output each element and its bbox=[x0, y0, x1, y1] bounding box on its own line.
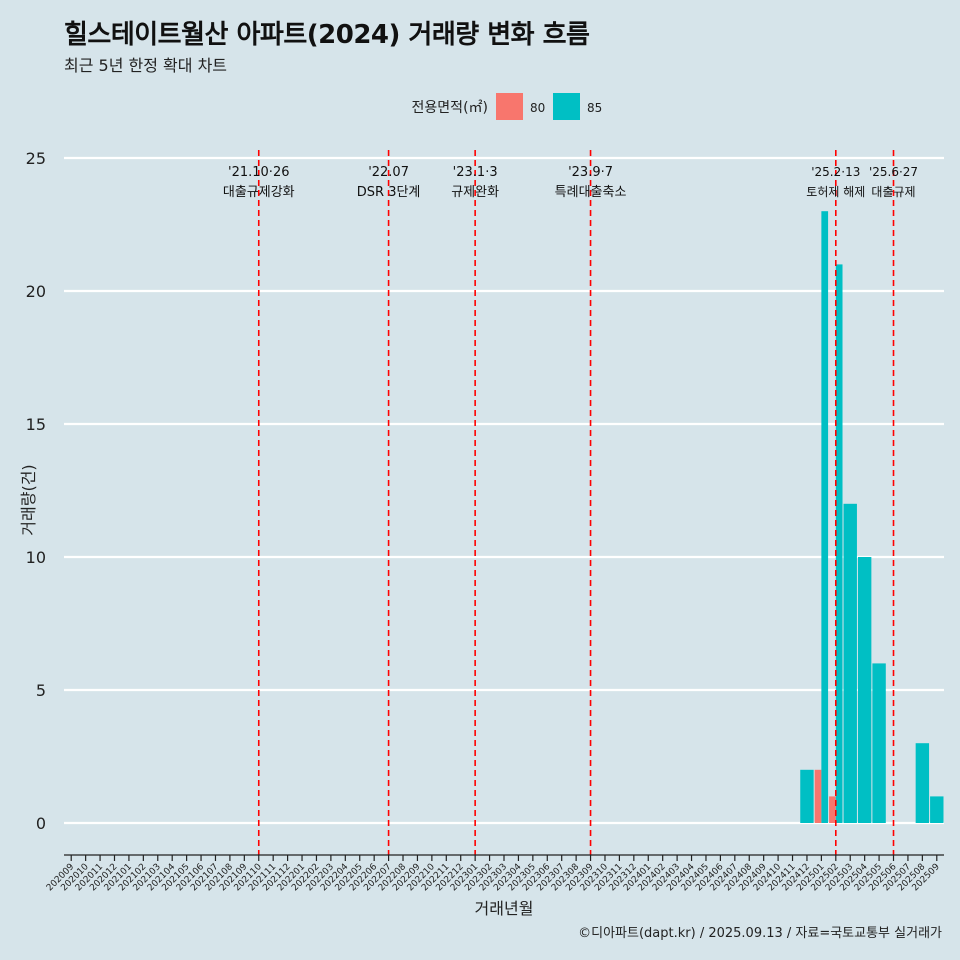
y-tick-label: 15 bbox=[26, 415, 46, 434]
bar-85-202504 bbox=[857, 557, 872, 823]
bar-85-202505 bbox=[872, 663, 886, 823]
y-tick-label: 0 bbox=[36, 814, 46, 833]
y-tick-label: 20 bbox=[26, 282, 46, 301]
event-date: '25.2·13 bbox=[811, 165, 860, 179]
event-label: 대출규제 bbox=[871, 185, 915, 199]
event-label: 토허제 해제 bbox=[806, 185, 865, 199]
event-date: '25.6·27 bbox=[869, 165, 918, 179]
event-date: '23.1·3 bbox=[453, 165, 498, 180]
bar-85-202503 bbox=[843, 503, 857, 823]
bar-85-202501 bbox=[821, 211, 829, 823]
legend-label-85: 85 bbox=[587, 101, 602, 115]
y-tick-label: 25 bbox=[26, 149, 46, 168]
event-date: '22.07 bbox=[368, 165, 409, 180]
event-label: 대출규제강화 bbox=[223, 185, 295, 200]
legend-label-80: 80 bbox=[530, 101, 545, 115]
bar-85-202509 bbox=[930, 796, 944, 823]
chart-subtitle: 최근 5년 한정 확대 차트 bbox=[64, 56, 228, 75]
event-label: DSR 3단계 bbox=[357, 185, 421, 200]
legend-swatch-80 bbox=[496, 93, 523, 120]
bar-80-202501 bbox=[814, 769, 822, 823]
bar-85-202508 bbox=[915, 743, 930, 823]
event-label: 규제완화 bbox=[451, 185, 499, 200]
bar-85-202502 bbox=[835, 264, 843, 823]
legend-swatch-85 bbox=[553, 93, 580, 120]
y-axis-title: 거래량(건) bbox=[19, 464, 38, 535]
event-date: '21.10·26 bbox=[228, 165, 289, 180]
y-tick-label: 5 bbox=[36, 681, 46, 700]
legend-title: 전용면적(㎡) bbox=[412, 100, 488, 116]
y-tick-label: 10 bbox=[26, 548, 46, 567]
bar-85-202412 bbox=[800, 769, 814, 823]
event-label: 특례대출축소 bbox=[555, 185, 627, 200]
source-caption: ©디아파트(dapt.kr) / 2025.09.13 / 자료=국토교통부 실… bbox=[578, 926, 942, 941]
chart-title: 힐스테이트월산 아파트(2024) 거래량 변화 흐름 bbox=[64, 20, 590, 50]
bar-80-202502 bbox=[829, 796, 836, 823]
x-axis-title: 거래년월 bbox=[475, 899, 534, 918]
event-date: '23.9·7 bbox=[568, 165, 613, 180]
